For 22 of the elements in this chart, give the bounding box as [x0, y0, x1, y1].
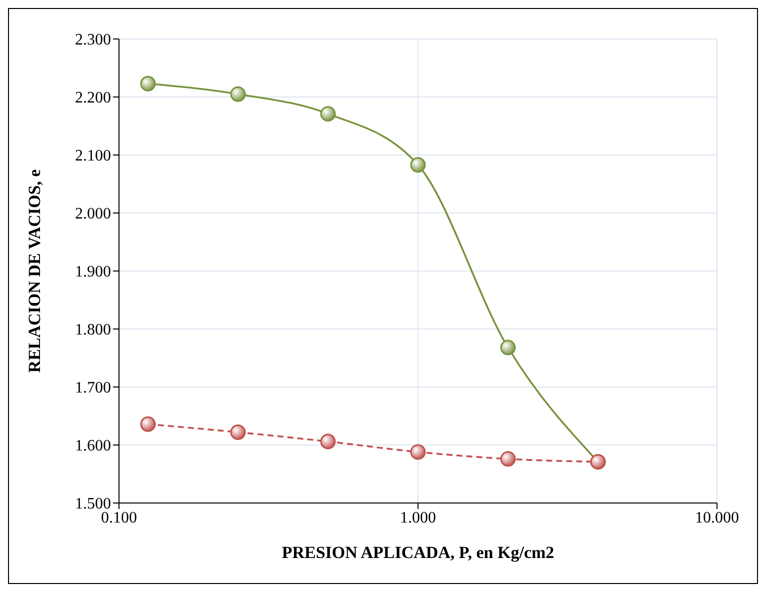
y-tick-label: 1.700 — [75, 380, 111, 397]
point — [410, 157, 426, 173]
point — [320, 434, 336, 450]
y-tick-label: 1.900 — [75, 264, 111, 281]
point — [230, 86, 246, 102]
point — [410, 444, 426, 460]
point — [140, 76, 156, 92]
y-tick-label: 2.100 — [75, 148, 111, 165]
y-tick-label: 2.200 — [75, 90, 111, 107]
point — [500, 340, 516, 356]
y-axis-title: RELACION DE VACIOS, e — [25, 168, 44, 373]
y-tick-label: 2.300 — [75, 32, 111, 49]
y-tick-label: 1.600 — [75, 438, 111, 455]
x-axis-title: PRESION APLICADA, P, en Kg/cm2 — [282, 543, 554, 562]
point — [500, 451, 516, 467]
x-tick-label: 1.000 — [400, 509, 436, 526]
point — [230, 424, 246, 440]
y-tick-label: 2.000 — [75, 206, 111, 223]
point — [320, 106, 336, 122]
y-tick-label: 1.800 — [75, 322, 111, 339]
point — [140, 416, 156, 432]
x-tick-label: 10.000 — [695, 509, 739, 526]
